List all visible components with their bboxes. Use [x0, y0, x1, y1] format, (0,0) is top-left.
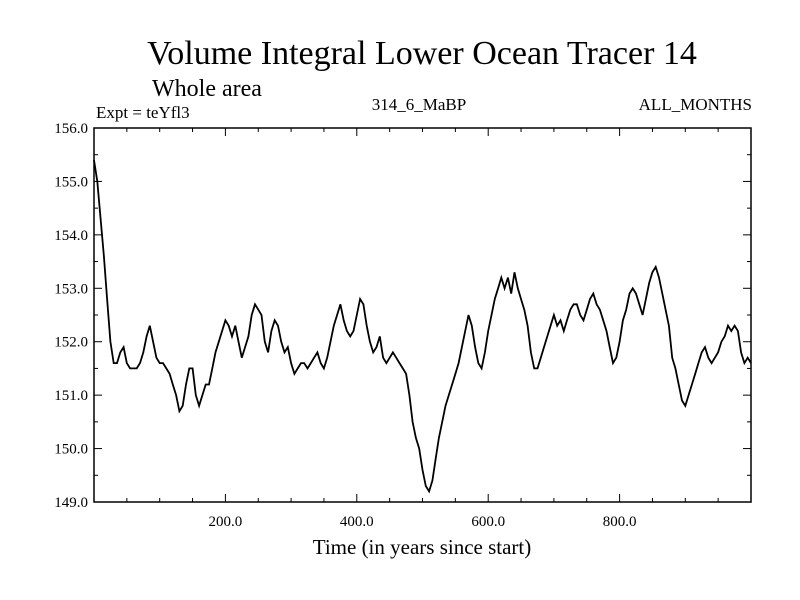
- y-tick-label: 153.0: [54, 281, 88, 297]
- y-tick-label: 151.0: [54, 388, 88, 404]
- chart-subtitle: Whole area: [152, 76, 262, 102]
- y-tick-label: 152.0: [54, 335, 88, 351]
- y-tick-label: 150.0: [54, 442, 88, 458]
- y-tick-label: 149.0: [54, 495, 88, 511]
- y-tick-label: 155.0: [54, 174, 88, 190]
- center-label: 314_6_MaBP: [372, 95, 466, 114]
- expt-label: Expt = teYfl3: [96, 103, 190, 122]
- x-tick-label: 800.0: [603, 514, 637, 530]
- x-tick-label: 600.0: [471, 514, 505, 530]
- series-line-tracer14: [93, 159, 752, 494]
- right-label: ALL_MONTHS: [639, 95, 752, 114]
- y-tick-label: 156.0: [54, 121, 88, 137]
- y-axis-ticks: 149.0 150.0 151.0 152.0 153.0 154.0 155.0 156.0: [54, 121, 751, 511]
- chart-title: Volume Integral Lower Ocean Tracer 14: [147, 35, 697, 72]
- x-tick-label: 200.0: [209, 514, 243, 530]
- y-tick-label: 154.0: [54, 228, 88, 244]
- x-tick-label: 400.0: [340, 514, 374, 530]
- x-axis-label: Time (in years since start): [313, 535, 532, 559]
- plot-frame: [93, 127, 752, 503]
